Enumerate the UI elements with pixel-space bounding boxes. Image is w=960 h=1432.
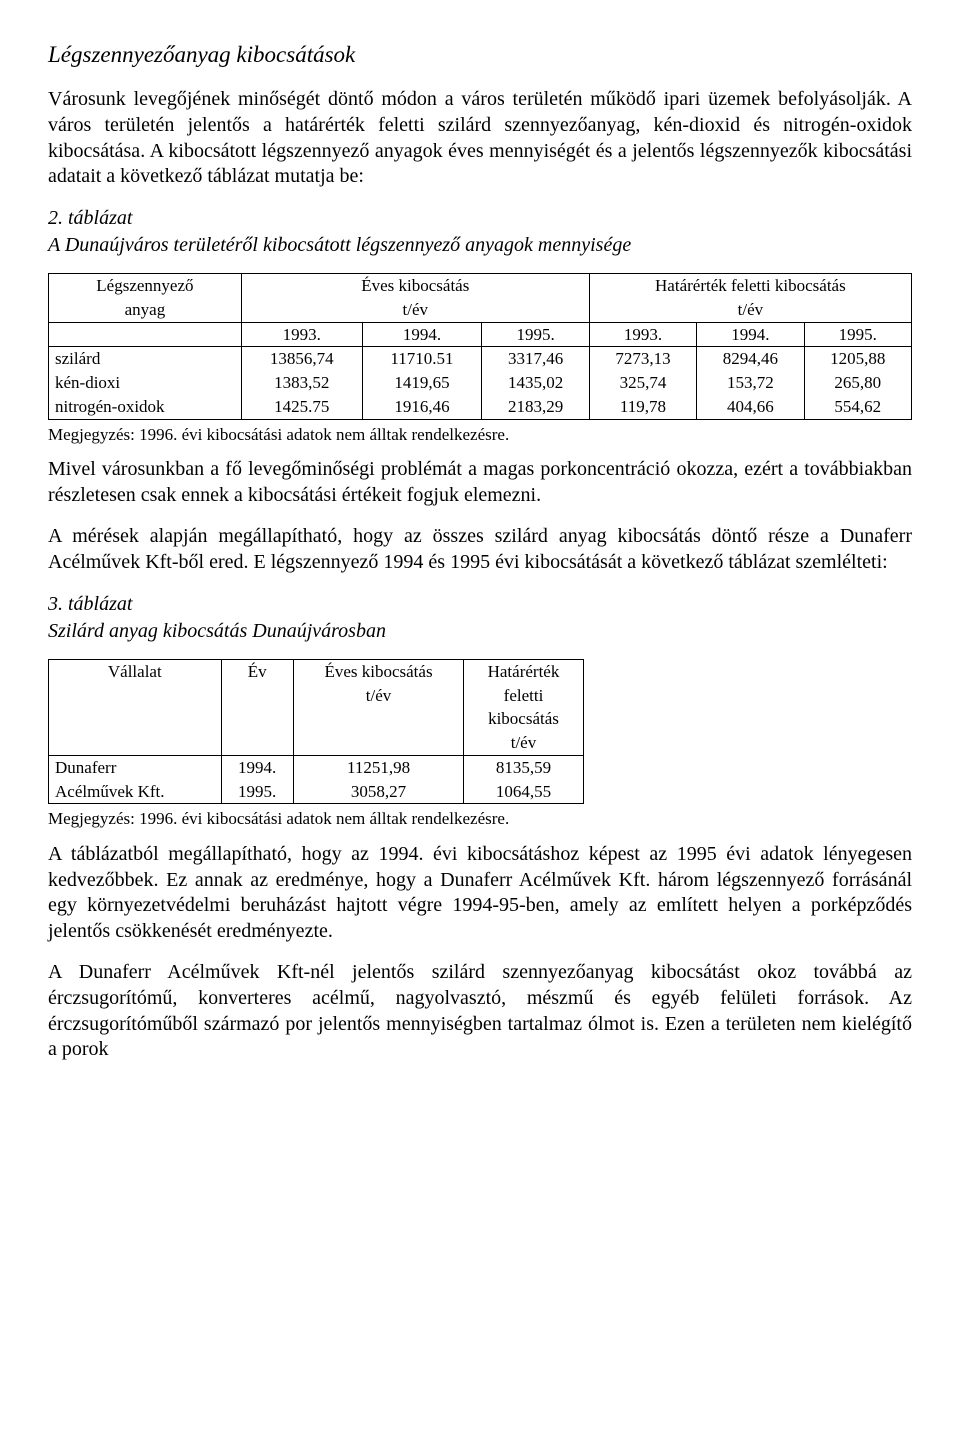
col-annual2: Éves kibocsátás xyxy=(293,659,464,683)
paragraph-4: A táblázatból megállapítható, hogy az 19… xyxy=(48,842,912,944)
table2-caption: Szilárd anyag kibocsátás Dunaújvárosban xyxy=(48,619,912,645)
cell: 3058,27 xyxy=(293,780,464,804)
year-cell: 1993. xyxy=(241,322,362,347)
col-pollutant: Légszennyező xyxy=(49,274,242,298)
year-cell: 1995. xyxy=(482,322,589,347)
col-annual2-unit: t/év xyxy=(293,684,464,708)
cell: 404,66 xyxy=(697,395,804,419)
cell: 1064,55 xyxy=(464,780,583,804)
year-cell: 1993. xyxy=(589,322,696,347)
paragraph-intro: Városunk levegőjének minőségét döntő mód… xyxy=(48,87,912,189)
cell: 11710.51 xyxy=(362,347,482,371)
table-emissions: Légszennyező Éves kibocsátás Határérték … xyxy=(48,273,912,420)
row-company: Dunaferr xyxy=(49,755,222,779)
cell: 1994. xyxy=(221,755,293,779)
table-solid-emissions: Vállalat Év Éves kibocsátás Határérték t… xyxy=(48,659,584,805)
cell: 3317,46 xyxy=(482,347,589,371)
table1-label: 2. táblázat xyxy=(48,206,912,232)
table1-caption: A Dunaújváros területéről kibocsátott lé… xyxy=(48,233,912,259)
row-name: nitrogén-oxidok xyxy=(49,395,242,419)
table2-note: Megjegyzés: 1996. évi kibocsátási adatok… xyxy=(48,808,912,830)
col-overlimit2-d: t/év xyxy=(464,731,583,755)
section-heading: Légszennyezőanyag kibocsátások xyxy=(48,40,912,69)
table2-label: 3. táblázat xyxy=(48,592,912,618)
table1-note: Megjegyzés: 1996. évi kibocsátási adatok… xyxy=(48,424,912,446)
paragraph-5: A Dunaferr Acélművek Kft-nél jelentős sz… xyxy=(48,960,912,1062)
cell: 1916,46 xyxy=(362,395,482,419)
cell: 554,62 xyxy=(804,395,911,419)
cell: 153,72 xyxy=(697,371,804,395)
col-year: Év xyxy=(221,659,293,683)
cell: 119,78 xyxy=(589,395,696,419)
cell: 7273,13 xyxy=(589,347,696,371)
row-company: Acélművek Kft. xyxy=(49,780,222,804)
cell: 2183,29 xyxy=(482,395,589,419)
cell: 1425.75 xyxy=(241,395,362,419)
cell: 325,74 xyxy=(589,371,696,395)
col-overlimit2-b: feletti xyxy=(464,684,583,708)
col-pollutant-sub: anyag xyxy=(49,298,242,322)
cell: 8294,46 xyxy=(697,347,804,371)
cell: 1383,52 xyxy=(241,371,362,395)
col-overlimit-unit: t/év xyxy=(589,298,911,322)
cell: 1435,02 xyxy=(482,371,589,395)
year-blank xyxy=(49,322,242,347)
col-overlimit2: Határérték xyxy=(464,659,583,683)
row-name: kén-dioxi xyxy=(49,371,242,395)
cell: 8135,59 xyxy=(464,755,583,779)
col-annual-unit: t/év xyxy=(241,298,589,322)
cell: 13856,74 xyxy=(241,347,362,371)
cell: 1205,88 xyxy=(804,347,911,371)
year-cell: 1995. xyxy=(804,322,911,347)
cell: 1995. xyxy=(221,780,293,804)
col-annual: Éves kibocsátás xyxy=(241,274,589,298)
col-overlimit: Határérték feletti kibocsátás xyxy=(589,274,911,298)
year-cell: 1994. xyxy=(362,322,482,347)
cell: 11251,98 xyxy=(293,755,464,779)
cell: 1419,65 xyxy=(362,371,482,395)
row-name: szilárd xyxy=(49,347,242,371)
paragraph-3: A mérések alapján megállapítható, hogy a… xyxy=(48,524,912,575)
col-overlimit2-c: kibocsátás xyxy=(464,707,583,731)
year-cell: 1994. xyxy=(697,322,804,347)
col-company: Vállalat xyxy=(49,659,222,683)
paragraph-2: Mivel városunkban a fő levegőminőségi pr… xyxy=(48,457,912,508)
cell: 265,80 xyxy=(804,371,911,395)
